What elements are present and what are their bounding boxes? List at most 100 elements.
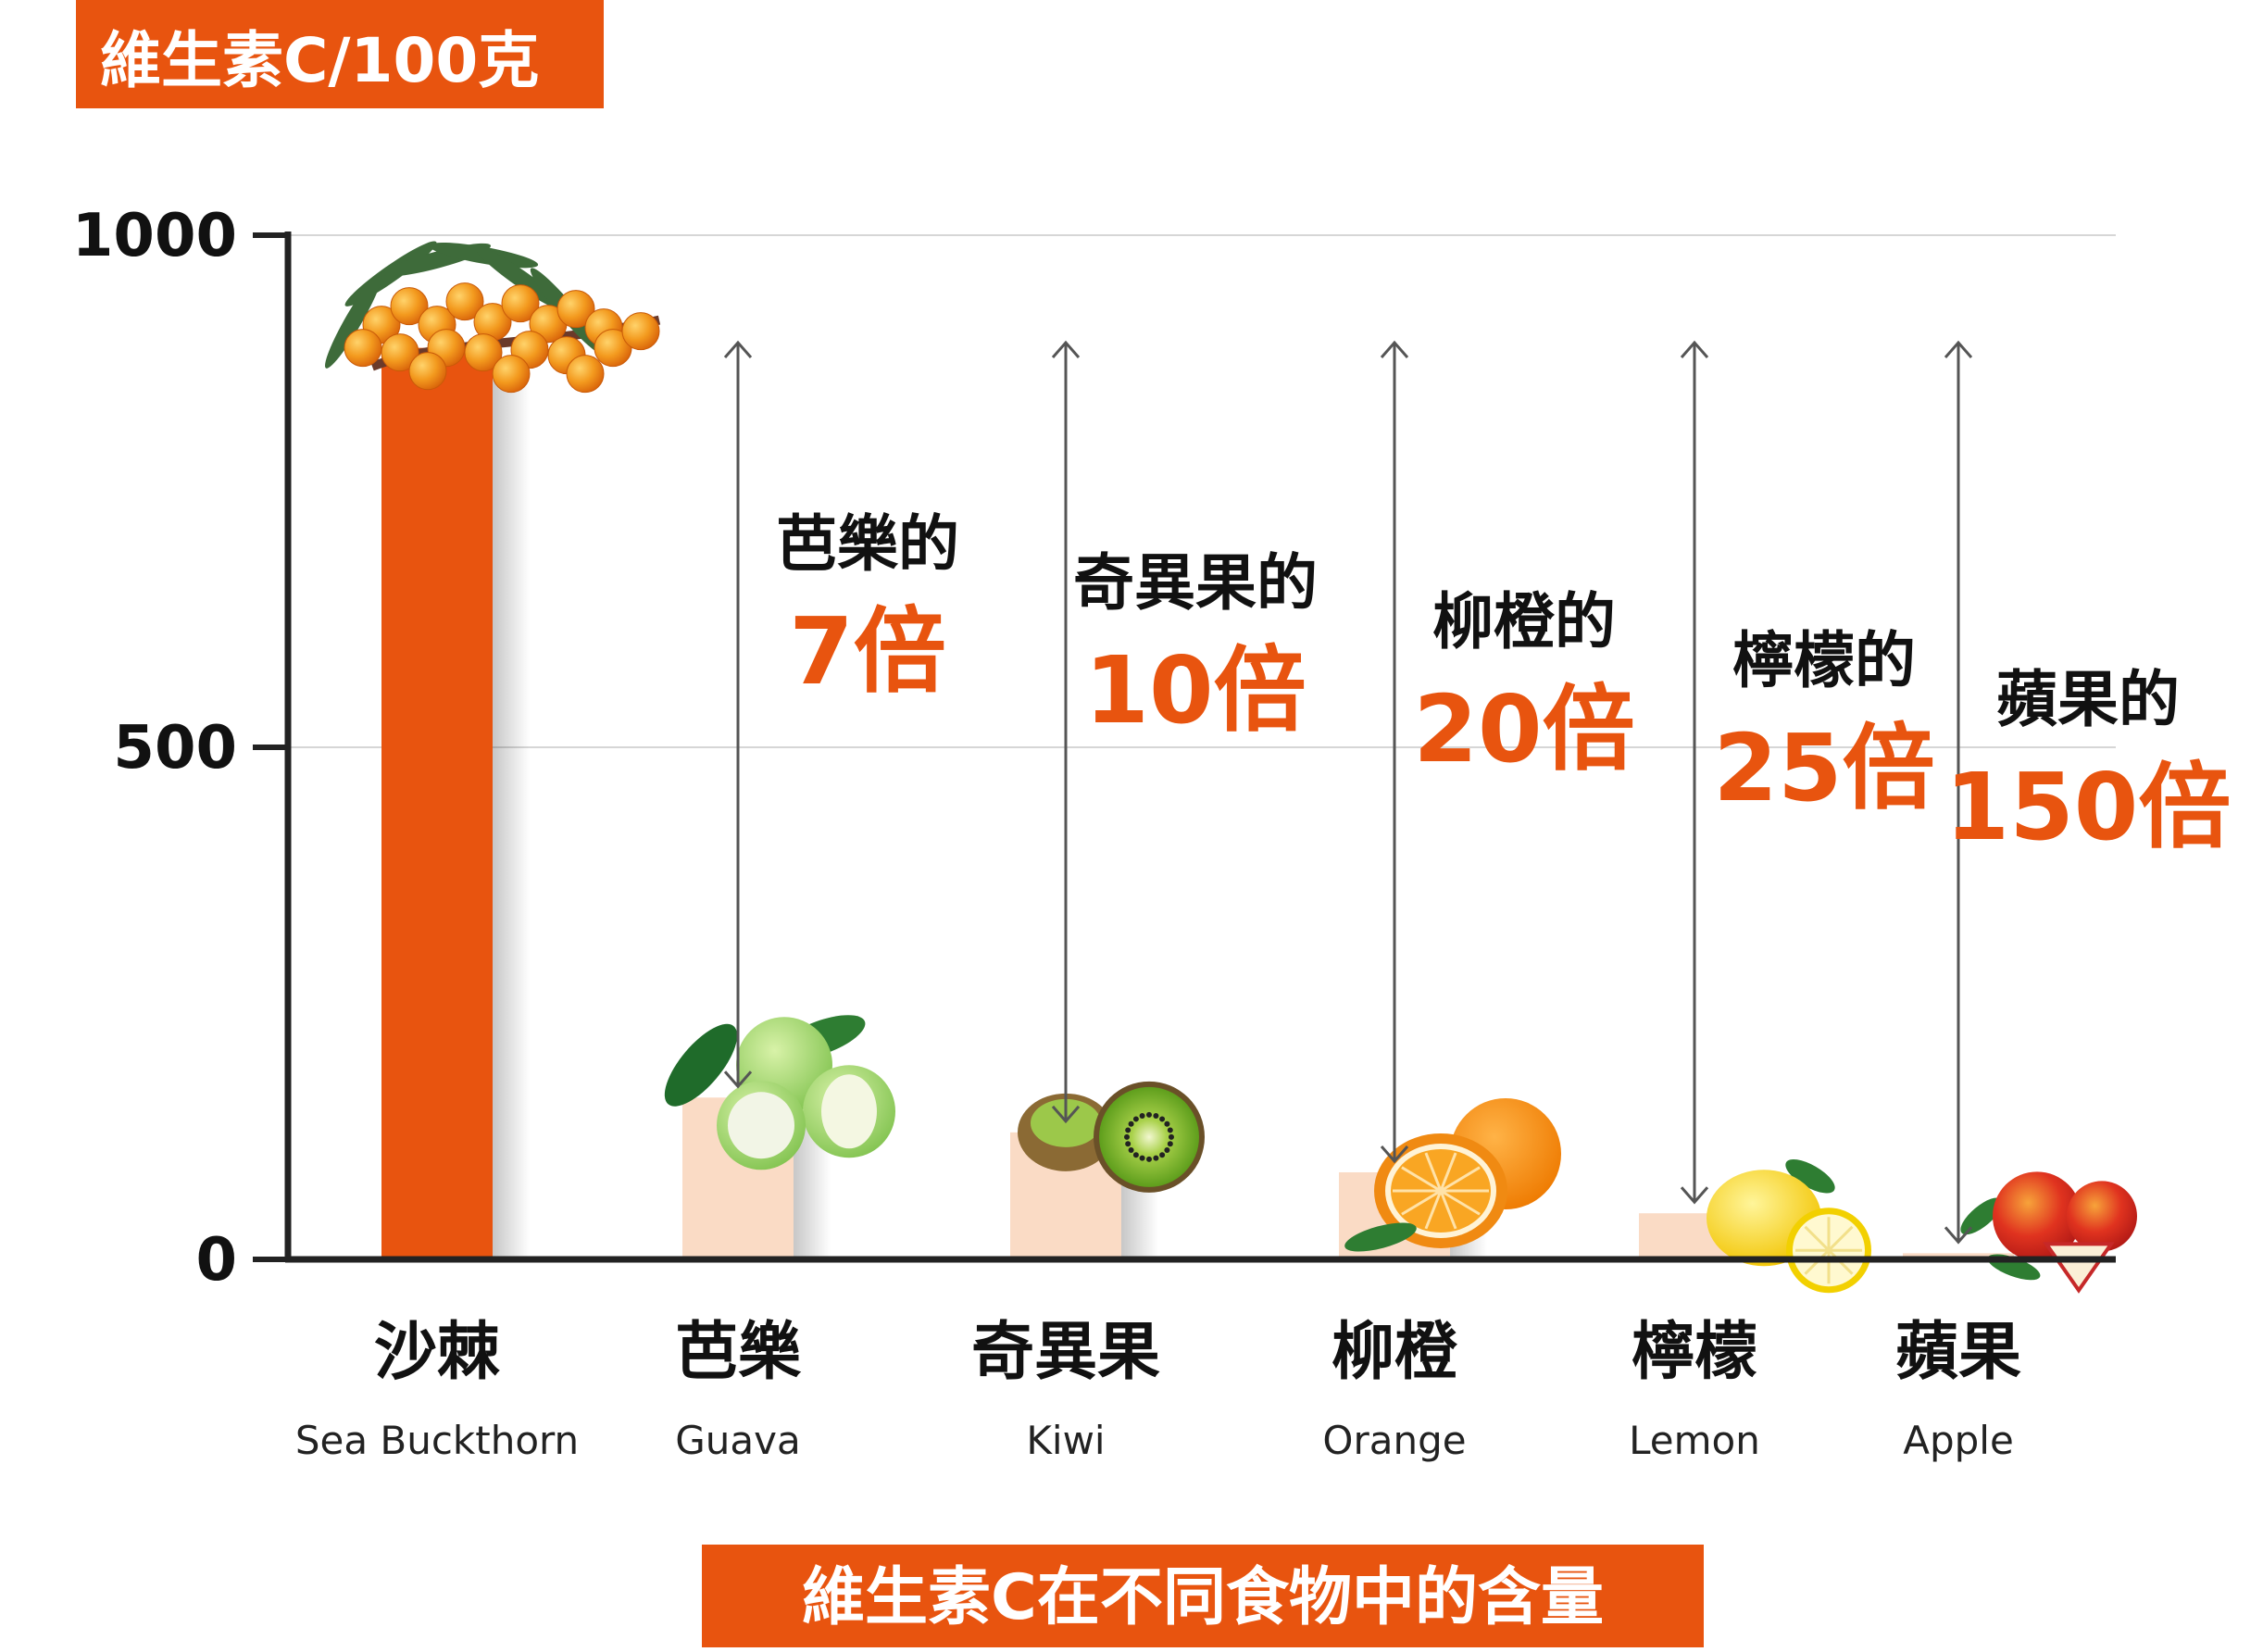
category-label-zh: 檸檬 <box>1632 1316 1757 1389</box>
leaf <box>474 245 567 311</box>
berry <box>381 333 419 372</box>
comparison-text: 蘋果的 <box>1996 664 2180 735</box>
comparison-multiple: 10倍 <box>1084 636 1306 745</box>
kiwi-illustration <box>1018 1081 1205 1193</box>
kiwi-seed <box>1125 1127 1132 1133</box>
kiwi-seed <box>1159 1152 1166 1158</box>
arrow-head-up <box>1944 340 1973 358</box>
berry <box>344 329 382 368</box>
apple-whole <box>2067 1181 2137 1252</box>
berry <box>408 352 447 391</box>
header-label: 維生素C/100克 <box>100 25 539 96</box>
gridlines <box>288 234 2116 748</box>
y-tick-label: 1000 <box>72 202 237 270</box>
kiwi-seed <box>1164 1120 1170 1127</box>
orange-illustration <box>1344 1097 1561 1252</box>
footer-title-box <box>702 1545 1704 1647</box>
kiwi-seed <box>1169 1133 1174 1140</box>
arrow-head-up <box>1680 340 1709 358</box>
comparison-multiple: 150倍 <box>1945 753 2232 861</box>
comparison-arrows <box>723 340 1973 1245</box>
arrow-head-down <box>1944 1226 1973 1245</box>
leaf <box>1785 1158 1835 1194</box>
lemon-segment <box>1804 1225 1831 1252</box>
kiwi-seed <box>1159 1116 1166 1122</box>
apple-whole <box>1993 1171 2082 1261</box>
header-label-box <box>76 0 604 108</box>
leaf <box>1344 1222 1417 1252</box>
orange-segment <box>1439 1190 1457 1230</box>
category-label-zh: 沙棘 <box>374 1316 500 1389</box>
berry <box>566 355 605 394</box>
berry <box>501 284 540 323</box>
kiwi-seed <box>1153 1155 1159 1161</box>
y-tick-label: 0 <box>195 1226 237 1295</box>
comparison-text: 芭樂的 <box>776 508 959 580</box>
kiwi-seed <box>1124 1133 1130 1140</box>
kiwi-seed <box>1146 1156 1152 1162</box>
arrow-head-down <box>1051 1105 1081 1124</box>
arrow-head-up <box>1051 340 1081 358</box>
arrow-head-up <box>1380 340 1409 358</box>
arrow-head-down <box>723 1070 753 1089</box>
category-label-en: Orange <box>1322 1418 1466 1463</box>
comparison-text: 柳橙的 <box>1432 586 1616 657</box>
guava-illustration <box>664 1015 895 1170</box>
kiwi-slice <box>1099 1086 1199 1187</box>
comparison-multiple: 25倍 <box>1713 714 1934 822</box>
kiwi-seed <box>1132 1116 1139 1122</box>
category-label-zh: 奇異果 <box>971 1316 1160 1389</box>
kiwi-seed <box>1167 1141 1173 1147</box>
comparison-multiple: 20倍 <box>1413 675 1634 783</box>
orange-segment <box>1440 1166 1481 1193</box>
berry <box>445 282 484 321</box>
apple-slice <box>2043 1242 2115 1294</box>
comparison-text: 奇異果的 <box>1073 547 1318 619</box>
sea-buckthorn-illustration <box>325 241 661 394</box>
orange-segment <box>1440 1189 1481 1216</box>
leaf <box>664 1023 738 1107</box>
berry <box>492 355 531 394</box>
berry <box>556 290 595 329</box>
berry <box>464 333 503 372</box>
leaf <box>325 271 382 369</box>
kiwi-seed <box>1128 1120 1134 1127</box>
orange-segment <box>1424 1152 1443 1192</box>
category-label-zh: 柳橙 <box>1332 1316 1458 1389</box>
footer-title: 維生素C在不同食物中的含量 <box>802 1561 1604 1634</box>
category-label-zh: 蘋果 <box>1895 1316 2021 1389</box>
guava-flesh <box>821 1074 877 1149</box>
arrow-head-up <box>723 340 753 358</box>
bar-shadow <box>493 366 530 1259</box>
category-label-en: Guava <box>675 1418 801 1463</box>
orange-segment <box>1439 1152 1457 1192</box>
kiwi-seed <box>1132 1152 1139 1158</box>
orange-segment <box>1401 1166 1442 1193</box>
orange-segment <box>1424 1190 1443 1230</box>
leaf <box>1960 1197 2003 1235</box>
category-label-en: Kiwi <box>1026 1418 1105 1463</box>
berry <box>594 329 632 368</box>
axes <box>253 232 2116 1263</box>
berry <box>621 312 660 351</box>
kiwi-seed <box>1167 1127 1173 1133</box>
apple-illustration <box>1960 1171 2137 1294</box>
kiwi-seed <box>1125 1141 1132 1147</box>
kiwi-seed <box>1139 1155 1145 1161</box>
kiwi-seed <box>1146 1111 1152 1118</box>
category-label-zh: 芭樂 <box>675 1316 802 1389</box>
guava-flesh <box>728 1092 794 1159</box>
orange-segment <box>1401 1189 1442 1216</box>
category-label-en: Sea Buckthorn <box>295 1418 579 1463</box>
lemon-segment <box>1827 1225 1854 1252</box>
kiwi-seed <box>1164 1146 1170 1153</box>
comparison-text: 檸檬的 <box>1732 625 1916 696</box>
berry <box>390 287 429 326</box>
kiwi-seed <box>1153 1113 1159 1120</box>
arrow-head-down <box>1380 1145 1409 1164</box>
bar-sea-buckthorn <box>381 347 493 1259</box>
kiwi-seed <box>1128 1146 1134 1153</box>
